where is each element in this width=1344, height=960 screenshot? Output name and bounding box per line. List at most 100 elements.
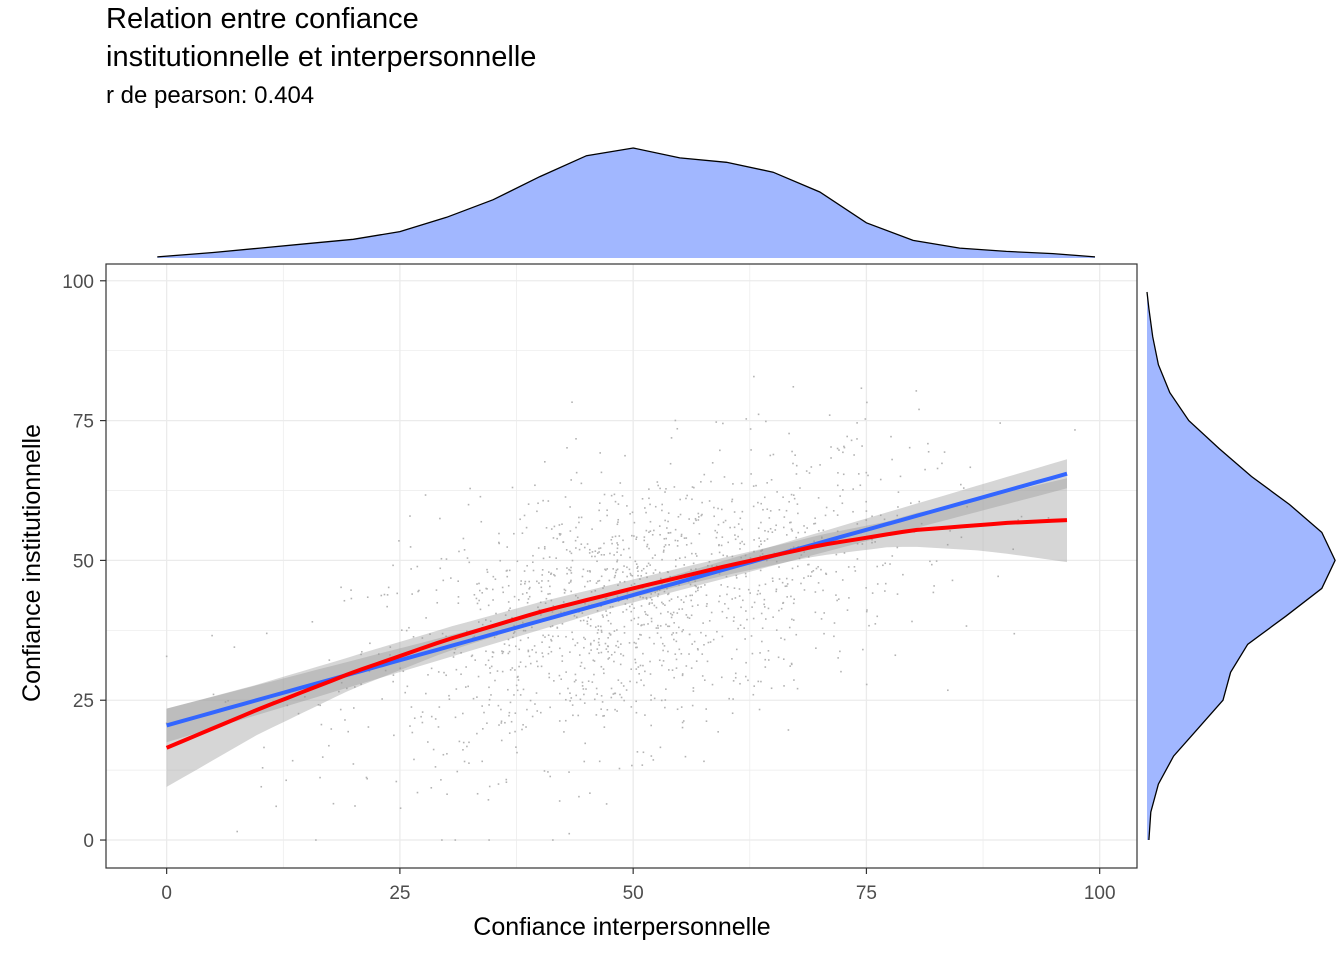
scatter-point [551,611,554,613]
scatter-point [514,712,517,714]
scatter-point [815,647,817,649]
scatter-point [764,658,767,661]
scatter-point [590,591,593,593]
scatter-point [741,510,744,513]
scatter-point [765,420,767,423]
scatter-point [564,719,567,722]
scatter-point [493,636,496,639]
scatter-point [574,673,577,676]
scatter-point [871,592,874,594]
scatter-point [693,486,695,489]
scatter-point [616,710,618,712]
scatter-point [641,764,644,766]
scatter-point [613,493,616,496]
scatter-point [452,656,455,658]
scatter-point [720,676,723,679]
scatter-point [384,669,387,672]
scatter-point [684,556,687,559]
scatter-point [791,618,793,621]
scatter-point [552,537,555,539]
scatter-point [720,584,722,586]
scatter-point [617,521,619,523]
scatter-point [610,696,613,699]
scatter-point [780,637,782,639]
scatter-point [791,579,794,581]
scatter-point [759,569,762,572]
scatter-point [598,509,600,512]
scatter-point [690,614,693,617]
scatter-point [350,589,352,591]
scatter-point [510,720,513,723]
scatter-point [731,555,734,558]
scatter-point [676,708,679,711]
scatter-point [599,625,602,628]
scatter-point [678,648,681,651]
scatter-point [606,568,609,570]
scatter-point [421,721,424,724]
scatter-point [540,586,543,589]
scatter-point [453,651,456,654]
scatter-point [544,636,546,638]
scatter-point [645,613,647,616]
scatter-point [962,487,965,489]
scatter-point [589,642,592,645]
scatter-point [494,578,497,581]
scatter-point [784,585,787,588]
scatter-point [541,652,544,654]
scatter-point [726,555,728,557]
scatter-point [569,692,571,694]
scatter-point [476,696,478,698]
scatter-point [628,547,630,550]
scatter-point [558,524,561,526]
scatter-point [707,641,710,644]
scatter-point [703,473,706,476]
scatter-point [471,654,474,657]
scatter-point [650,755,653,757]
scatter-point [622,539,624,542]
scatter-point [640,634,642,636]
scatter-point [785,585,788,587]
scatter-point [771,531,774,534]
scatter-point [445,558,448,560]
scatter-point [638,673,640,675]
scatter-point [790,663,793,666]
scatter-point [778,509,781,511]
scatter-point [790,493,793,496]
scatter-point [759,555,762,557]
scatter-point [486,588,488,590]
scatter-point [531,561,534,564]
scatter-point [529,662,532,665]
scatter-point [742,599,744,602]
scatter-point [541,641,543,644]
scatter-point [911,620,913,623]
scatter-point [673,486,676,488]
scatter-point [818,529,820,532]
scatter-point [697,648,699,651]
scatter-point [733,511,736,513]
scatter-point [932,591,935,594]
scatter-point [795,464,798,467]
scatter-point [676,539,679,542]
scatter-point [734,597,737,599]
scatter-point [311,621,314,623]
scatter-point [434,766,437,768]
scatter-point [737,627,739,630]
scatter-point [709,641,712,643]
scatter-point [594,555,596,558]
scatter-point [930,563,933,566]
scatter-point [743,543,746,546]
scatter-point [575,694,578,697]
scatter-point [949,530,951,532]
scatter-point [735,574,738,577]
scatter-point [666,527,668,529]
scatter-point [472,697,475,700]
scatter-point [265,632,268,635]
scatter-point [839,495,841,497]
scatter-point [393,734,395,737]
scatter-point [711,462,714,464]
scatter-point [630,584,633,586]
scatter-point [583,760,586,763]
scatter-point [571,631,573,634]
scatter-point [792,385,795,388]
scatter-point [661,642,664,645]
